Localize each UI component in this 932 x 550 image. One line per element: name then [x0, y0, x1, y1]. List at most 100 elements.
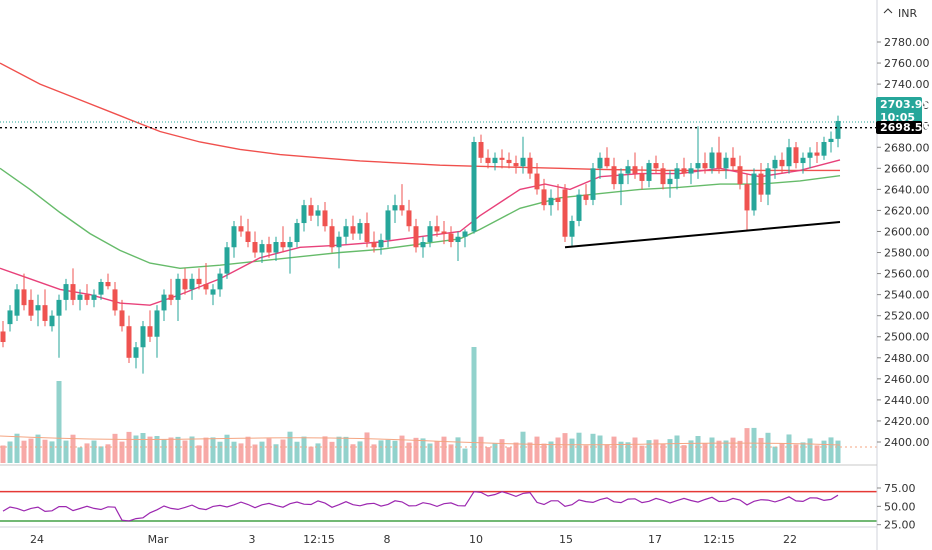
volume-bar: [548, 441, 554, 463]
candle-body: [224, 247, 230, 274]
volume-bar: [161, 439, 167, 463]
volume-bar: [758, 437, 764, 463]
candle-body: [744, 184, 750, 211]
candle-body: [828, 138, 834, 142]
volume-bar: [329, 441, 335, 463]
candle-body: [427, 226, 433, 242]
candle-body: [231, 226, 237, 248]
volume-bar: [765, 432, 771, 463]
candle-body: [329, 226, 335, 248]
price-levels: [0, 121, 877, 448]
candle-body: [455, 236, 461, 242]
candle-body: [266, 244, 272, 253]
volume-bar: [434, 441, 440, 463]
volume-bar: [471, 347, 477, 463]
candle-body: [210, 289, 216, 295]
volume-bar: [175, 436, 181, 463]
volume-bar: [182, 440, 188, 463]
candle-body: [646, 163, 652, 181]
candle-body: [492, 157, 498, 164]
candle-body: [737, 166, 743, 185]
time-tick-label: 8: [384, 533, 391, 546]
rsi-axis[interactable]: 75.00 50.00 25.00: [877, 482, 916, 532]
volume-bar: [702, 443, 708, 463]
volume-bar: [371, 444, 377, 463]
candle-body: [217, 273, 223, 290]
candle-body: [140, 326, 146, 348]
volume-bar: [462, 448, 468, 463]
candlesticks: [0, 115, 841, 374]
chevron-up-icon[interactable]: [883, 8, 893, 14]
candle-body: [611, 166, 617, 185]
candle-body: [772, 159, 778, 169]
volume-bar: [744, 428, 750, 463]
candle-body: [259, 244, 265, 253]
candle-body: [35, 305, 41, 311]
volume-bar: [506, 447, 512, 463]
volume-bar: [14, 433, 20, 463]
volume-bar: [217, 441, 223, 463]
rsi-tick-label: 50.00: [884, 500, 916, 513]
volume-bar: [478, 436, 484, 463]
price-tick-label: 2400.00: [884, 436, 930, 449]
volume-bar: [7, 441, 13, 463]
volume-bar: [800, 442, 806, 463]
volume-bar: [301, 436, 307, 463]
price-tick-label: 2420.00: [884, 415, 930, 428]
time-tick-label: 3: [249, 533, 256, 546]
volume-bar: [231, 441, 237, 463]
candle-body: [350, 226, 356, 234]
volume-bar: [793, 444, 799, 463]
candle-body: [364, 223, 370, 242]
candle-body: [301, 205, 307, 224]
price-tick-label: 2740.00: [884, 78, 930, 91]
price-tick-label: 2580.00: [884, 247, 930, 260]
volume-bar: [189, 436, 195, 463]
bar-countdown: 10:05: [880, 111, 915, 124]
time-axis[interactable]: 24 Mar 3 12:15 8 10 15 17 12:15 22: [30, 533, 797, 546]
volume-bar: [119, 441, 125, 463]
candle-body: [392, 205, 398, 211]
candle-body: [98, 282, 104, 295]
volume-bar: [562, 433, 568, 463]
volume-bar: [597, 435, 603, 463]
volume-bar: [492, 443, 498, 463]
last-price-tag-bg: [876, 97, 922, 124]
volume-bar: [35, 434, 41, 463]
volume-bar: [168, 437, 174, 463]
volume-bar: [604, 444, 610, 463]
volume-bar: [639, 445, 645, 463]
currency-label[interactable]: INR: [898, 7, 917, 20]
volume-bar: [751, 427, 757, 463]
candle-body: [632, 166, 638, 174]
candle-body: [154, 310, 160, 337]
price-tick-label: 2520.00: [884, 310, 930, 323]
candle-body: [618, 173, 624, 185]
price-tick-label: 2760.00: [884, 57, 930, 70]
volume-bar: [611, 436, 617, 463]
candle-body: [238, 226, 244, 232]
volume-bar: [0, 445, 6, 463]
volume-bar: [730, 437, 736, 463]
rsi-tick-label: 75.00: [884, 482, 916, 495]
volume-bar: [21, 440, 27, 463]
volume-bar: [772, 446, 778, 463]
candle-body: [758, 173, 764, 195]
volume-bar: [618, 441, 624, 463]
support-trendline: [564, 221, 841, 249]
price-tick-label: 2600.00: [884, 225, 930, 238]
trendline[interactable]: [564, 221, 841, 249]
candle-body: [7, 310, 13, 325]
candle-body: [434, 226, 440, 232]
volume-bar: [322, 436, 328, 463]
candle-body: [0, 331, 6, 342]
candle-body: [513, 163, 519, 167]
time-tick-label: 12:15: [303, 533, 335, 546]
price-tick-label: 2560.00: [884, 268, 930, 281]
volume-bar: [779, 443, 785, 463]
candle-body: [576, 194, 582, 221]
candle-body: [709, 152, 715, 169]
candle-body: [639, 173, 645, 181]
candle-body: [168, 294, 174, 300]
